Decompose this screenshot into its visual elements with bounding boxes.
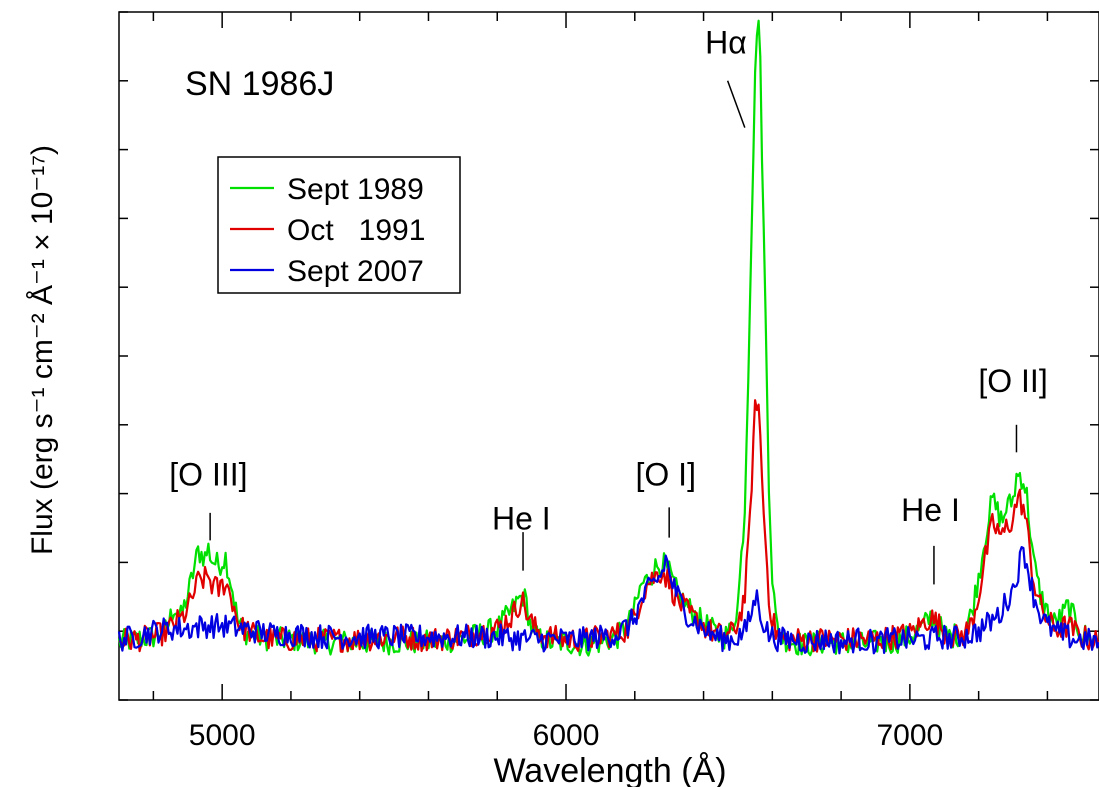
legend-label: Oct 1991 [287, 214, 425, 247]
annotation-pointer [726, 80, 746, 128]
x-tick-label: 5000 [189, 719, 256, 752]
x-axis-label: Wavelength (Å) [493, 752, 726, 787]
annotation-label: [O III] [169, 456, 247, 492]
series-layer [117, 19, 1099, 657]
legend: Sept 1989 Oct 1991 Sept 2007 [217, 156, 461, 294]
annotation-label: He I [901, 492, 960, 528]
plot-area: 5000 6000 7000 [118, 11, 1099, 752]
legend-label: Sept 1989 [287, 173, 424, 206]
y-axis-label: Flux (erg s⁻¹ cm⁻² Å⁻¹ × 10⁻¹⁷) [26, 145, 59, 555]
plot-frame [118, 11, 1099, 701]
x-tick-label: 6000 [533, 719, 600, 752]
series-line-2 [118, 399, 1099, 653]
legend-label: Sept 2007 [287, 255, 424, 288]
annotation-label: [O I] [636, 456, 696, 492]
annotation-label: He I [492, 500, 551, 536]
annotation-layer: [O III] He I [O I] Hα He I [O II] [169, 24, 1048, 585]
x-tick-label: 7000 [877, 719, 944, 752]
annotation-label: Hα [705, 24, 747, 60]
chart-title: SN 1986J [185, 65, 334, 103]
annotation-label: [O II] [978, 363, 1047, 399]
series-line-1 [117, 19, 1099, 657]
series-line-3 [117, 545, 1099, 655]
